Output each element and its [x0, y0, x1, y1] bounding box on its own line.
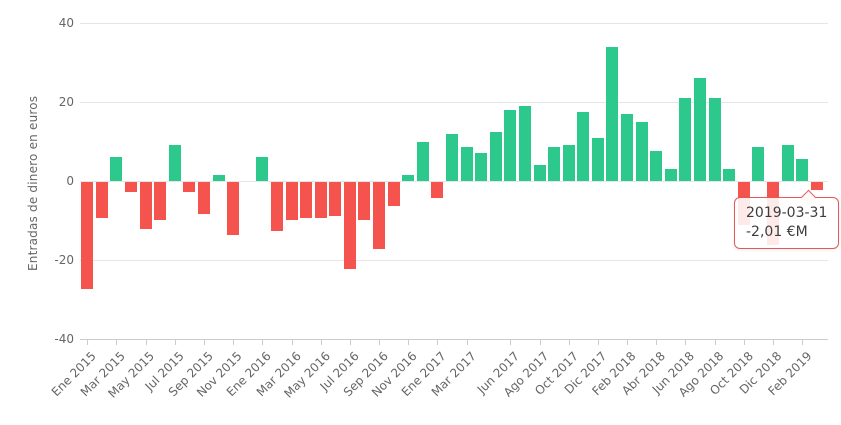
bar-ene-2019[interactable]: [781, 145, 794, 181]
bar-feb-2017[interactable]: [446, 133, 458, 181]
bar-ago-2016[interactable]: [358, 182, 371, 220]
bar-feb-2019[interactable]: [796, 159, 809, 181]
bar-feb-2018[interactable]: [621, 113, 634, 181]
bar-abr-2017[interactable]: [475, 153, 488, 181]
x-tick-mark: [379, 339, 381, 345]
bar-sep-2016[interactable]: [373, 182, 386, 250]
x-tick-mark: [743, 339, 745, 345]
bar-sep-2017[interactable]: [548, 147, 561, 181]
x-tick-mark: [685, 339, 687, 345]
x-tick-mark: [320, 339, 322, 345]
y-tick-label: -20: [54, 253, 74, 267]
bar-sep-2018[interactable]: [723, 169, 736, 181]
x-tick-mark: [627, 339, 629, 345]
bar-sep-2015[interactable]: [198, 182, 210, 214]
x-tick-mark: [656, 339, 658, 345]
x-tick-mark: [87, 339, 89, 345]
bar-dic-2016[interactable]: [416, 141, 429, 181]
bar-abr-2015[interactable]: [125, 182, 138, 192]
bar-dic-2017[interactable]: [591, 137, 604, 181]
bar-ago-2015[interactable]: [183, 182, 196, 192]
gridline-20: [80, 102, 828, 103]
bar-jun-2018[interactable]: [679, 98, 692, 181]
bar-jun-2016[interactable]: [329, 182, 342, 216]
bar-ene-2015[interactable]: [81, 182, 94, 289]
bar-feb-2016[interactable]: [270, 182, 283, 232]
bar-ene-2018[interactable]: [606, 46, 619, 181]
bar-mar-2016[interactable]: [285, 182, 298, 220]
bar-ene-2017[interactable]: [431, 182, 444, 198]
bar-mar-2018[interactable]: [635, 121, 648, 181]
bar-may-2016[interactable]: [314, 182, 327, 218]
x-tick-mark: [116, 339, 118, 345]
bar-jul-2018[interactable]: [694, 78, 706, 181]
chart-tooltip: 2019-03-31 -2,01 €M: [734, 189, 840, 249]
bar-may-2015[interactable]: [139, 182, 152, 230]
bar-oct-2016[interactable]: [387, 182, 400, 206]
bar-jul-2017[interactable]: [518, 105, 531, 181]
bar-feb-2015[interactable]: [95, 182, 108, 218]
x-tick-mark: [349, 339, 351, 345]
x-tick-mark: [714, 339, 716, 345]
bar-ago-2017[interactable]: [533, 165, 546, 181]
tooltip-value: -2,01 €M: [746, 223, 808, 240]
x-tick-mark: [466, 339, 468, 345]
x-tick-mark: [568, 339, 570, 345]
gridline-0: [80, 181, 828, 182]
bar-jul-2015[interactable]: [168, 145, 181, 181]
bar-jul-2016[interactable]: [343, 182, 356, 269]
bar-jun-2015[interactable]: [154, 182, 167, 220]
x-tick-mark: [408, 339, 410, 345]
x-tick-mark: [145, 339, 147, 345]
bar-mar-2015[interactable]: [110, 157, 123, 181]
tooltip-date: 2019-03-31: [746, 205, 828, 221]
bar-may-2018[interactable]: [664, 169, 677, 181]
bar-nov-2018[interactable]: [752, 147, 765, 181]
bar-may-2017[interactable]: [489, 131, 502, 181]
x-tick-mark: [233, 339, 235, 345]
y-tick-label: 40: [58, 16, 74, 30]
bar-abr-2018[interactable]: [650, 151, 663, 181]
tooltip-caret: [800, 189, 817, 206]
x-tick-mark: [539, 339, 541, 345]
bar-nov-2015[interactable]: [227, 182, 240, 236]
bar-oct-2015[interactable]: [212, 175, 225, 181]
y-tick-label: 20: [58, 95, 74, 109]
bar-nov-2017[interactable]: [577, 111, 590, 181]
x-tick-mark: [262, 339, 264, 345]
x-tick-mark: [437, 339, 439, 345]
bar-oct-2017[interactable]: [562, 145, 575, 181]
bar-abr-2016[interactable]: [300, 182, 313, 218]
gridline-40: [80, 23, 828, 24]
bar-jun-2017[interactable]: [504, 109, 517, 181]
bar-mar-2017[interactable]: [460, 147, 473, 181]
x-tick-mark: [597, 339, 599, 345]
x-tick-mark: [772, 339, 774, 345]
bar-nov-2016[interactable]: [402, 175, 415, 181]
bar-mar-2019[interactable]: [810, 182, 823, 190]
bar-ene-2016[interactable]: [256, 157, 269, 181]
x-tick-mark: [174, 339, 176, 345]
x-tick-mark: [510, 339, 512, 345]
bar-ago-2018[interactable]: [708, 98, 721, 181]
x-tick-mark: [802, 339, 804, 345]
x-tick-mark: [291, 339, 293, 345]
gridline--20: [80, 260, 828, 261]
y-tick-label: -40: [54, 332, 74, 346]
x-axis-line: [80, 339, 828, 340]
y-tick-label: 0: [66, 174, 74, 188]
x-tick-mark: [204, 339, 205, 345]
